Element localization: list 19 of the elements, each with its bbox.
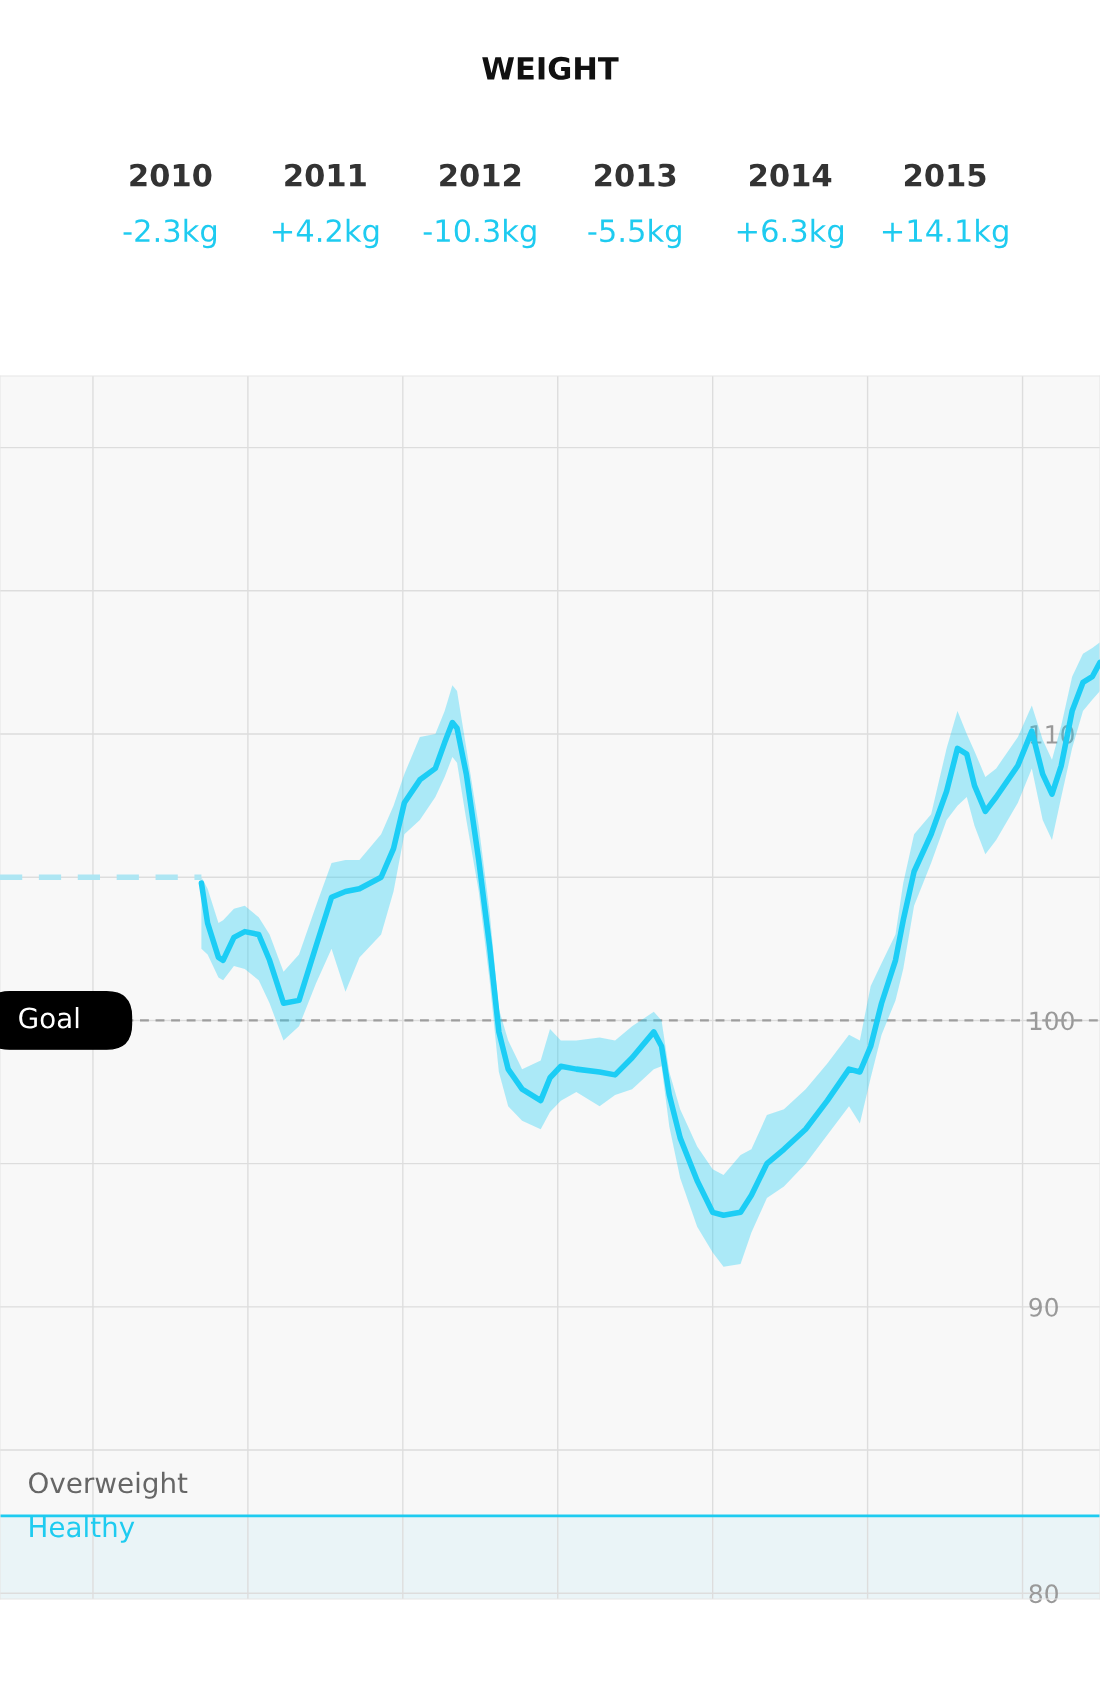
y-tick-label: 80	[1029, 1584, 1058, 1604]
chart-title: WEIGHT	[482, 56, 619, 80]
ref-line-label: Goal	[19, 1007, 79, 1029]
text: +4.2kg	[272, 218, 379, 249]
band-label: Healthy	[30, 1515, 135, 1543]
text: -5.5kg	[588, 218, 681, 249]
text: +14.1kg	[882, 218, 1008, 249]
text: -10.3kg	[423, 218, 536, 249]
ref-line-label: Overweight	[29, 1471, 188, 1499]
y-tick-label: 90	[1029, 1297, 1058, 1317]
x-tick-label: 2013	[595, 163, 676, 187]
x-tick-label: 2012	[440, 163, 521, 187]
x-tick-label: 2010	[130, 163, 212, 187]
x-tick-label: 2014	[750, 163, 832, 187]
y-tick-label: 100	[1030, 1011, 1074, 1031]
x-tick-label: 2011	[285, 163, 366, 187]
text: -2.3kg	[123, 218, 216, 249]
x-tick-label: 2015	[904, 163, 986, 187]
text: +6.3kg	[737, 218, 844, 249]
